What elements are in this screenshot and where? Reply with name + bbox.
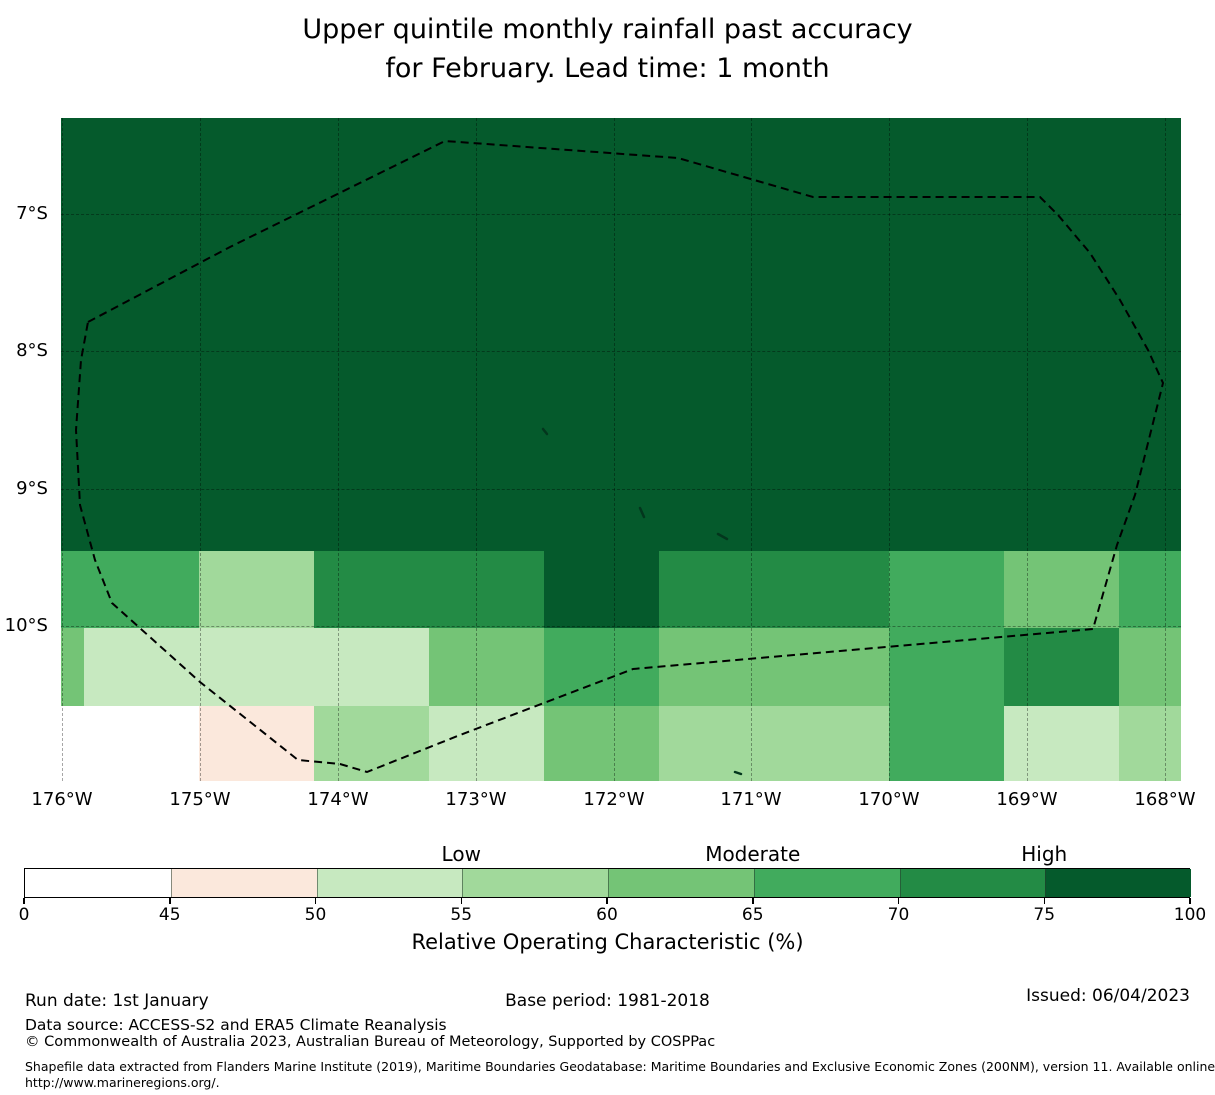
colorbar-segment <box>462 869 608 897</box>
footer-data-source: Data source: ACCESS-S2 and ERA5 Climate … <box>25 1016 447 1034</box>
colorbar-tick <box>460 898 462 904</box>
grid-cell <box>199 706 314 781</box>
colorbar-tick <box>23 898 25 904</box>
grid-cell <box>314 628 429 706</box>
graticule-line <box>61 351 1181 352</box>
x-tick-label: 171°W <box>720 789 782 810</box>
colorbar-tick-label: 55 <box>450 905 473 925</box>
grid-cell <box>774 551 889 628</box>
footer-run-date: Run date: 1st January <box>25 991 209 1011</box>
grid-cell <box>774 628 889 706</box>
grid-cell <box>199 551 314 628</box>
y-tick-label: 8°S <box>16 340 48 361</box>
colorbar-category-label: Moderate <box>705 842 801 866</box>
footer-base-period: Base period: 1981-2018 <box>505 991 710 1011</box>
grid-cell <box>544 706 659 781</box>
x-tick-label: 168°W <box>1134 789 1196 810</box>
colorbar-segment <box>1045 869 1191 897</box>
grid-cell <box>544 551 659 628</box>
footer-shapefile-note-line2: http://www.marineregions.org/. <box>25 1075 220 1090</box>
colorbar-tick-label: 70 <box>887 905 910 925</box>
x-tick-label: 175°W <box>169 789 231 810</box>
grid-cell <box>1004 551 1119 628</box>
x-tick-label: 169°W <box>996 789 1058 810</box>
colorbar-tick <box>314 898 317 904</box>
colorbar-tick-label: 100 <box>1173 905 1207 925</box>
x-tick-label: 172°W <box>583 789 645 810</box>
y-tick-label: 7°S <box>16 203 48 224</box>
grid-cell <box>659 551 774 628</box>
colorbar-tick-label: 65 <box>741 905 764 925</box>
colorbar-tick-label: 50 <box>304 905 327 925</box>
colorbar-segment <box>170 869 317 897</box>
graticule-line <box>61 489 1181 490</box>
footer-issued-date: Issued: 06/04/2023 <box>1026 986 1190 1006</box>
y-tick-label: 9°S <box>16 478 48 499</box>
x-tick-label: 170°W <box>858 789 920 810</box>
x-tick-label: 174°W <box>307 789 369 810</box>
x-tick-label: 176°W <box>31 789 93 810</box>
grid-cell <box>84 628 199 706</box>
colorbar-tick-label: 60 <box>596 905 618 925</box>
grid-cell <box>429 551 544 628</box>
grid-cell <box>774 706 889 781</box>
grid-cell <box>889 551 1004 628</box>
colorbar-segment <box>899 869 1046 897</box>
colorbar-segment <box>753 869 900 897</box>
colorbar-category-label: Low <box>441 842 481 866</box>
colorbar-tick <box>169 898 171 904</box>
footer-copyright: © Commonwealth of Australia 2023, Austra… <box>25 1034 716 1050</box>
grid-cell <box>544 628 659 706</box>
grid-cell <box>199 628 314 706</box>
colorbar-tick <box>1043 898 1045 904</box>
grid-cell <box>61 551 84 628</box>
colorbar-segment <box>25 869 171 897</box>
title-line-2: for February. Lead time: 1 month <box>385 53 830 84</box>
grid-cell <box>61 628 84 706</box>
grid-cell <box>1004 628 1119 706</box>
grid-cell <box>659 706 774 781</box>
colorbar-axis-label: Relative Operating Characteristic (%) <box>411 930 804 954</box>
colorbar-tick <box>606 898 608 904</box>
grid-cell <box>84 551 199 628</box>
colorbar-segment <box>608 869 754 897</box>
grid-cell <box>889 706 1004 781</box>
footer-shapefile-note-line1: Shapefile data extracted from Flanders M… <box>25 1059 1215 1074</box>
colorbar-segment <box>316 869 463 897</box>
x-tick-label: 173°W <box>445 789 507 810</box>
colorbar-tick <box>752 898 754 904</box>
grid-cell <box>1119 551 1181 628</box>
colorbar-tick-label: 75 <box>1033 905 1056 925</box>
y-tick-label: 10°S <box>4 615 48 636</box>
colorbar-tick <box>1189 898 1191 904</box>
map <box>61 118 1181 781</box>
grid-cell <box>1004 706 1119 781</box>
graticule-line <box>61 214 1181 215</box>
grid-cell <box>61 706 84 781</box>
grid-cell <box>889 628 1004 706</box>
grid-cell <box>314 551 429 628</box>
grid-cell <box>1119 628 1181 706</box>
colorbar-tick-label: 0 <box>18 905 30 925</box>
grid-cell <box>429 628 544 706</box>
title-line-1: Upper quintile monthly rainfall past acc… <box>302 14 913 45</box>
colorbar-category-label: High <box>1021 842 1068 866</box>
colorbar <box>24 868 1191 898</box>
grid-cell <box>429 706 544 781</box>
colorbar-tick-label: 45 <box>158 905 181 925</box>
colorbar-tick <box>897 898 900 904</box>
grid-cell <box>84 706 199 781</box>
grid-cell <box>1119 706 1181 781</box>
grid-cell <box>659 628 774 706</box>
grid-cell <box>314 706 429 781</box>
page-title: Upper quintile monthly rainfall past acc… <box>0 10 1215 88</box>
